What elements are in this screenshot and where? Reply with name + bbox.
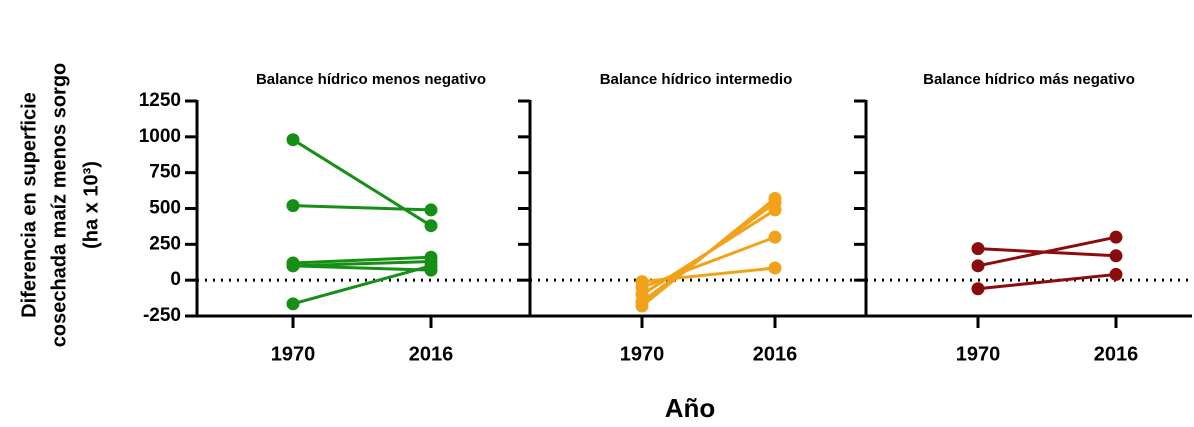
x-tick-label: 2016 <box>753 343 798 365</box>
data-point <box>768 261 782 275</box>
data-point <box>768 191 782 205</box>
data-point <box>286 297 300 311</box>
data-point <box>768 230 782 244</box>
data-point <box>286 133 300 147</box>
x-tick-label: 2016 <box>409 343 454 365</box>
data-point <box>1109 230 1123 244</box>
y-label-line: Diferencia en superficie <box>18 92 40 318</box>
panel-title: Balance hídrico intermedio <box>600 71 793 88</box>
series-line <box>292 264 432 306</box>
data-point <box>1109 249 1123 263</box>
y-tick-label: -250 <box>143 305 181 326</box>
series-line <box>292 138 432 227</box>
series-line <box>292 264 432 272</box>
data-point <box>286 259 300 273</box>
y-tick-label: 750 <box>149 162 181 183</box>
x-tick-label: 1970 <box>620 343 665 365</box>
data-point <box>424 219 438 233</box>
y-tick-label: 500 <box>149 198 181 219</box>
x-tick-label: 1970 <box>271 343 316 365</box>
data-point <box>971 242 985 256</box>
y-tick-label: 250 <box>149 233 181 254</box>
y-tick-label: 1000 <box>139 126 181 147</box>
data-point <box>971 259 985 273</box>
data-point <box>635 299 649 313</box>
series-line <box>292 255 432 265</box>
y-tick-label: 0 <box>170 269 181 290</box>
series-line <box>292 204 432 212</box>
y-label-line: (ha x 10³) <box>80 161 102 249</box>
series-line <box>977 272 1117 291</box>
x-tick-label: 1970 <box>956 343 1001 365</box>
data-point <box>424 203 438 217</box>
series-line <box>641 197 776 308</box>
y-label: Diferencia en superficie cosechada maíz … <box>18 63 102 348</box>
panel-title: Balance hídrico más negativo <box>923 71 1135 88</box>
data-point <box>971 282 985 296</box>
data-point <box>286 199 300 213</box>
y-label-line: cosechada maíz menos sorgo <box>48 63 70 348</box>
data-point <box>1109 267 1123 281</box>
data-point <box>424 259 438 273</box>
x-tick-label: 2016 <box>1094 343 1139 365</box>
panel-title: Balance hídrico menos negativo <box>256 71 486 88</box>
series-line <box>977 235 1117 268</box>
x-label: Año <box>665 393 716 423</box>
y-tick-label: 1250 <box>139 90 181 111</box>
